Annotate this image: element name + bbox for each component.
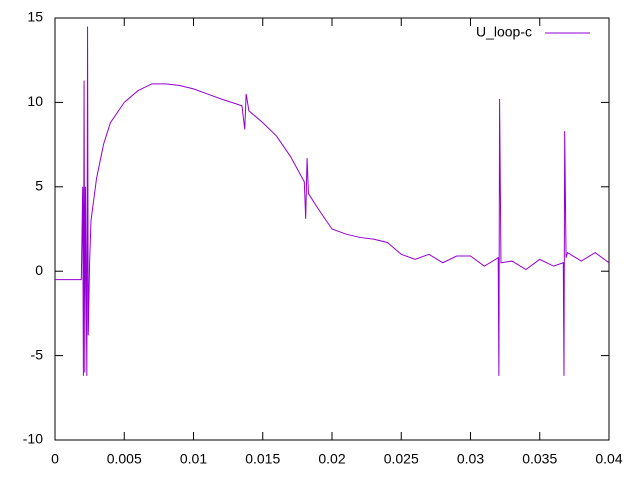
series-line xyxy=(55,26,610,376)
x-tick-label: 0.03 xyxy=(457,451,484,467)
x-tick-label: 0.015 xyxy=(245,451,280,467)
x-tick-label: 0.025 xyxy=(384,451,419,467)
x-tick-label: 0.02 xyxy=(318,451,345,467)
y-tick-label: -5 xyxy=(31,346,44,362)
y-tick-label: -10 xyxy=(23,431,43,447)
x-tick-label: 0.005 xyxy=(107,451,142,467)
legend-label: U_loop-c xyxy=(476,24,532,40)
y-tick-label: 0 xyxy=(35,262,43,278)
x-tick-label: 0.04 xyxy=(595,451,622,467)
x-tick-label: 0.035 xyxy=(522,451,557,467)
y-tick-label: 15 xyxy=(27,9,43,25)
x-tick-label: 0 xyxy=(51,451,59,467)
y-tick-label: 10 xyxy=(27,93,43,109)
x-tick-label: 0.01 xyxy=(180,451,207,467)
y-tick-label: 5 xyxy=(35,178,43,194)
